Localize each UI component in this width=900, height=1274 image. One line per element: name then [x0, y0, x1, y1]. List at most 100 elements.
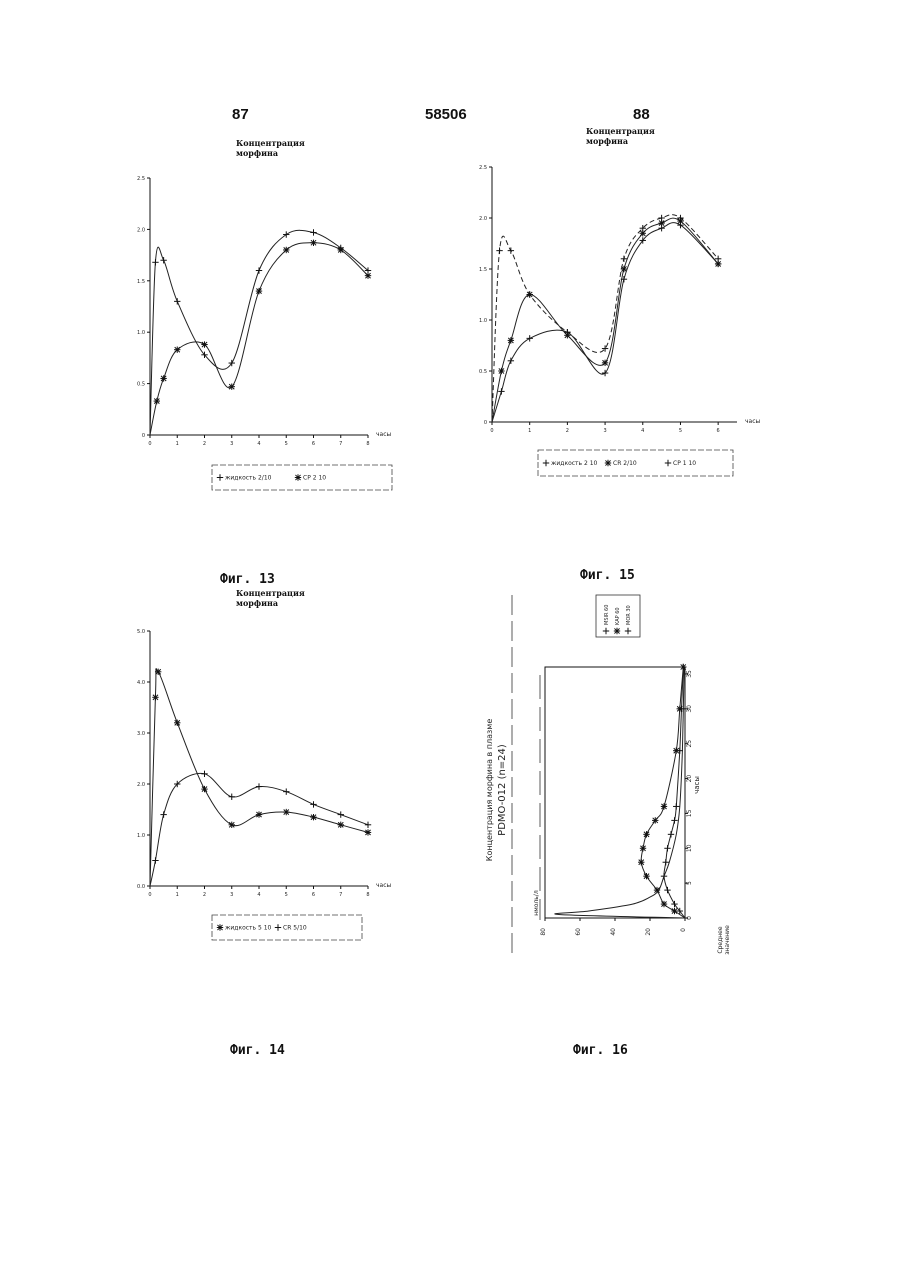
fig14-y-tick-label: 5.0 [137, 629, 145, 635]
fig15-caption: Фиг. 15 [580, 568, 635, 583]
fig14-x-tick-label: 8 [366, 892, 369, 898]
fig14-x-tick-label: 0 [148, 892, 151, 898]
fig13-series-2-point [201, 341, 207, 347]
fig14-series-1-point [365, 829, 371, 835]
fig16-x-tick-label: 20 [686, 775, 693, 783]
fig15-y-tick-label: 0.5 [479, 369, 487, 375]
fig16-legend-marker-1 [603, 628, 609, 634]
fig16-x-tick-label: 5 [686, 881, 693, 885]
fig14-series-2-point [229, 794, 235, 800]
fig15-x-tick-label: 0 [490, 428, 493, 434]
fig15-x-tick-label: 3 [603, 428, 606, 434]
fig13-x-tick-label: 3 [230, 441, 233, 447]
fig13-series-2-point [154, 398, 160, 404]
fig14-series-1-point [174, 720, 180, 726]
fig15-title-line1: Концентрация [586, 126, 676, 136]
fig14-legend-marker-1 [217, 924, 223, 930]
fig16-chart: 05101520253035020406080часынмоль/лКонцен… [470, 585, 770, 975]
fig14-legend-label-2: CR 5/10 [283, 925, 307, 932]
fig14-x-tick-label: 2 [203, 892, 206, 898]
fig13-legend-label-1: жидкость 2/10 [225, 475, 272, 482]
fig14-series-2-point [160, 811, 166, 817]
fig16-x-label: часы [693, 776, 701, 794]
page-number-right: 88 [633, 106, 650, 123]
fig16-legend-marker-2 [614, 628, 620, 634]
fig13-series-2-point [365, 272, 371, 278]
fig13-legend-label-2: CP 2 10 [303, 475, 326, 482]
fig16-x-tick-label: 30 [686, 705, 693, 713]
fig16-series-2-point [661, 901, 667, 907]
fig13-x-tick-label: 0 [148, 441, 151, 447]
fig13-series-2-point [338, 247, 344, 253]
fig14-x-tick-label: 5 [285, 892, 288, 898]
fig14-legend-marker-2 [275, 924, 281, 930]
fig14-x-label: часы [376, 882, 392, 889]
fig15-y-tick-label: 1.5 [479, 267, 487, 273]
fig14-legend-label-1: жидкость 5 10 [225, 925, 272, 932]
fig15-series-2-point [508, 337, 514, 343]
fig14-series-line-1 [150, 669, 368, 886]
fig15-y-tick-label: 2.5 [479, 165, 487, 171]
fig13-series-2-point [310, 240, 316, 246]
fig16-mean-label-1: Среднее [717, 926, 724, 953]
fig14-series-line-2 [150, 773, 368, 886]
fig14-series-1-point [310, 814, 316, 820]
fig15-x-tick-label: 4 [641, 428, 644, 434]
fig14-series-1-point [256, 811, 262, 817]
fig16-series-3-point [671, 901, 677, 907]
fig15-series-3-point [508, 358, 514, 364]
fig13-series-1-point [152, 259, 158, 265]
fig13-y-tick-label: 0 [142, 433, 145, 439]
fig16-series-line-1 [555, 667, 685, 918]
fig15-legend-marker-3 [665, 460, 671, 466]
fig14-chart: 0.01.02.03.04.05.0012345678часыжидкость … [130, 620, 400, 950]
fig15-legend-marker-1 [543, 460, 549, 466]
fig13-title-line2: морфина [236, 148, 326, 158]
fig15-series-2-point [640, 230, 646, 236]
fig15-series-2-point [602, 360, 608, 366]
fig14-series-2-point [365, 822, 371, 828]
fig13-x-tick-label: 8 [366, 441, 369, 447]
fig13-x-tick-label: 7 [339, 441, 342, 447]
fig14-caption: Фиг. 14 [230, 1043, 285, 1058]
fig15-series-line-1 [492, 215, 718, 422]
fig16-mean-label-2: значение [724, 925, 731, 955]
fig14-series-2-point [256, 783, 262, 789]
fig13-y-tick-label: 2.0 [137, 227, 145, 233]
fig13-x-label: часы [376, 431, 392, 438]
fig14-y-tick-label: 0.0 [137, 884, 145, 890]
fig15-series-2-point [526, 291, 532, 297]
fig16-subtitle: PDMO-012 (n=24) [497, 744, 508, 836]
fig14-series-2-point [283, 788, 289, 794]
fig15-series-2-point [498, 368, 504, 374]
fig13-series-1-point [174, 298, 180, 304]
fig16-series-3-point [664, 887, 670, 893]
fig14-title-line2: морфина [236, 598, 326, 608]
fig14-series-2-point [152, 857, 158, 863]
fig16-legend-marker-3 [625, 628, 631, 634]
fig13-series-1-point [256, 267, 262, 273]
fig13-x-tick-label: 5 [285, 441, 288, 447]
fig16-y-tick-label: 20 [645, 928, 652, 936]
fig13-x-tick-label: 2 [203, 441, 206, 447]
patent-number: 58506 [425, 106, 467, 123]
fig13-caption: Фиг. 13 [220, 572, 275, 587]
fig13-y-tick-label: 2.5 [137, 176, 145, 182]
fig13-series-1-point [310, 229, 316, 235]
fig14-y-tick-label: 2.0 [137, 782, 145, 788]
fig14-y-tick-label: 3.0 [137, 731, 145, 737]
fig16-series-3-point [663, 859, 669, 865]
fig16-series-2-point [638, 859, 644, 865]
fig16-x-tick-label: 35 [686, 670, 693, 678]
fig14-x-tick-label: 1 [176, 892, 179, 898]
fig16-series-2-point [661, 803, 667, 809]
fig14-series-1-point [338, 822, 344, 828]
fig16-series-3-point [671, 817, 677, 823]
fig14-series-1-point [229, 822, 235, 828]
fig15-title: Концентрация морфина [586, 126, 676, 146]
fig16-series-2-point [654, 887, 660, 893]
fig13-chart: 00.51.01.52.02.5012345678часыжидкость 2/… [130, 165, 400, 510]
fig16-caption: Фиг. 16 [573, 1043, 628, 1058]
fig16-series-3-point [664, 845, 670, 851]
fig13-x-tick-label: 4 [257, 441, 260, 447]
